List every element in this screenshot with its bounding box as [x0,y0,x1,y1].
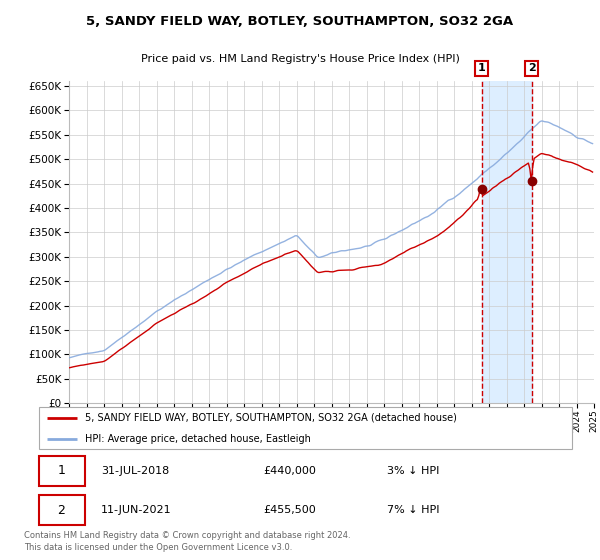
Text: 2: 2 [528,63,536,73]
Text: 5, SANDY FIELD WAY, BOTLEY, SOUTHAMPTON, SO32 2GA (detached house): 5, SANDY FIELD WAY, BOTLEY, SOUTHAMPTON,… [85,413,457,423]
FancyBboxPatch shape [39,456,85,486]
Text: 1: 1 [478,63,485,73]
Text: HPI: Average price, detached house, Eastleigh: HPI: Average price, detached house, East… [85,435,310,444]
FancyBboxPatch shape [39,407,572,449]
Text: Price paid vs. HM Land Registry's House Price Index (HPI): Price paid vs. HM Land Registry's House … [140,54,460,64]
Text: 3% ↓ HPI: 3% ↓ HPI [387,466,439,476]
Text: £440,000: £440,000 [263,466,316,476]
Text: 5, SANDY FIELD WAY, BOTLEY, SOUTHAMPTON, SO32 2GA: 5, SANDY FIELD WAY, BOTLEY, SOUTHAMPTON,… [86,15,514,27]
Text: 31-JUL-2018: 31-JUL-2018 [101,466,169,476]
Text: 2: 2 [58,503,65,517]
Text: 7% ↓ HPI: 7% ↓ HPI [387,505,439,515]
FancyBboxPatch shape [39,495,85,525]
Text: £455,500: £455,500 [263,505,316,515]
Text: 11-JUN-2021: 11-JUN-2021 [101,505,172,515]
Text: Contains HM Land Registry data © Crown copyright and database right 2024.
This d: Contains HM Land Registry data © Crown c… [24,531,350,552]
Bar [482,81,532,403]
Text: 1: 1 [58,464,65,478]
